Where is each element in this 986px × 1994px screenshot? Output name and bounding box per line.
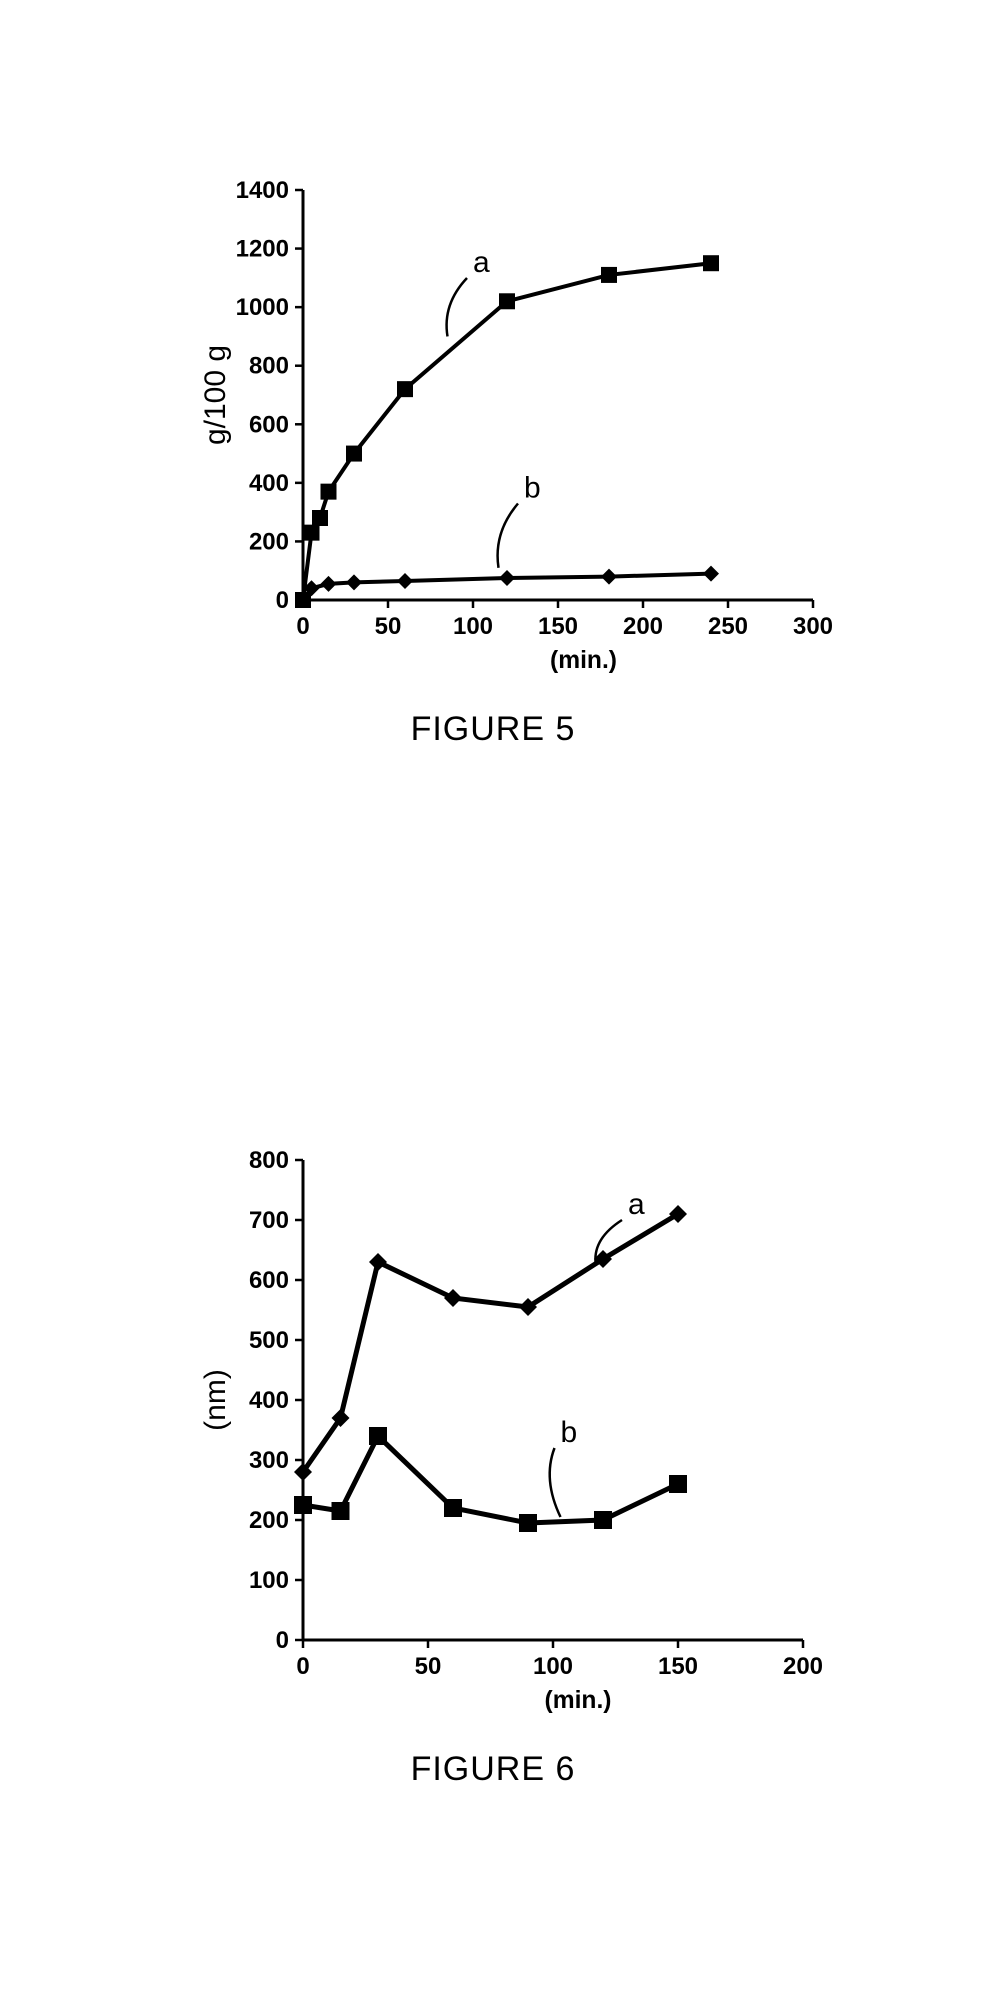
svg-text:g/100 g: g/100 g (199, 345, 232, 445)
svg-text:b: b (561, 1416, 578, 1449)
svg-text:200: 200 (623, 613, 663, 640)
svg-text:50: 50 (415, 1653, 442, 1680)
svg-text:250: 250 (708, 613, 748, 640)
svg-text:100: 100 (533, 1653, 573, 1680)
svg-text:0: 0 (296, 1653, 309, 1680)
svg-text:400: 400 (249, 1387, 289, 1414)
figure5-caption: FIGURE 5 (0, 710, 986, 749)
svg-text:a: a (473, 246, 490, 279)
svg-text:600: 600 (249, 411, 289, 438)
svg-text:300: 300 (249, 1447, 289, 1474)
svg-text:100: 100 (249, 1567, 289, 1594)
svg-text:700: 700 (249, 1207, 289, 1234)
svg-text:(nm): (nm) (199, 1369, 232, 1431)
page: 0501001502002503000200400600800100012001… (0, 0, 986, 1994)
svg-text:(min.): (min.) (550, 647, 617, 674)
svg-text:50: 50 (375, 613, 402, 640)
svg-text:(min.): (min.) (545, 1687, 612, 1714)
svg-text:1200: 1200 (236, 236, 289, 263)
svg-text:0: 0 (276, 587, 289, 614)
svg-text:400: 400 (249, 470, 289, 497)
figure5-block: 0 50 100 150 200 250 300 0 200 400 600 800 1000 1200 1… (0, 170, 986, 749)
svg-text:800: 800 (249, 353, 289, 380)
svg-text:300: 300 (793, 613, 833, 640)
svg-text:a: a (628, 1188, 645, 1221)
svg-text:0: 0 (296, 613, 309, 640)
figure6-caption: FIGURE 6 (0, 1750, 986, 1789)
figure6-chart: 0 50 100 150 200 0 100 200 300 400 500 600 700 800 (mi… (143, 1140, 843, 1730)
svg-text:1000: 1000 (236, 294, 289, 321)
svg-text:150: 150 (538, 613, 578, 640)
svg-text:500: 500 (249, 1327, 289, 1354)
figure5-chart: 0 50 100 150 200 250 300 0 200 400 600 800 1000 1200 1… (143, 170, 843, 690)
svg-text:0: 0 (276, 1627, 289, 1654)
svg-text:150: 150 (658, 1653, 698, 1680)
svg-text:1400: 1400 (236, 177, 289, 204)
svg-text:800: 800 (249, 1147, 289, 1174)
svg-text:600: 600 (249, 1267, 289, 1294)
svg-text:b: b (524, 472, 541, 505)
svg-text:200: 200 (783, 1653, 823, 1680)
svg-text:100: 100 (453, 613, 493, 640)
svg-text:200: 200 (249, 528, 289, 555)
figure6-block: 0 50 100 150 200 0 100 200 300 400 500 600 700 800 (mi… (0, 1140, 986, 1789)
svg-text:200: 200 (249, 1507, 289, 1534)
